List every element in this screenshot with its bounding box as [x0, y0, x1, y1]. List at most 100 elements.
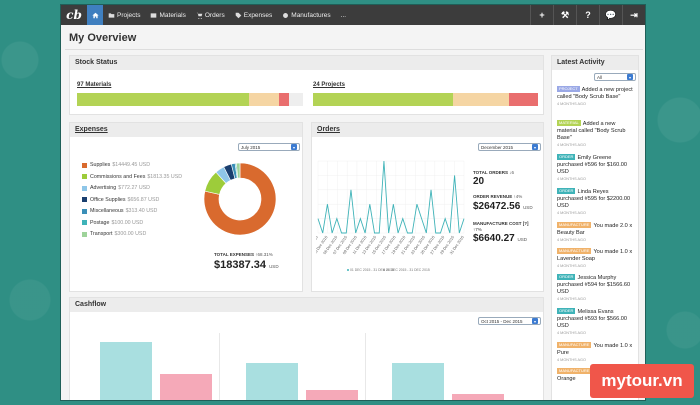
activity-time: 4 MONTHS AGO: [557, 102, 586, 106]
legend-item[interactable]: Office Supplies $656.87 USD: [82, 197, 159, 203]
legend-amount: $772.27 USD: [118, 185, 151, 191]
logo[interactable]: cb: [66, 8, 82, 22]
stock-segment: [452, 93, 509, 106]
legend-label: Commissions and Fees: [90, 173, 146, 180]
manufacture-cost-caption: MANUFACTURE COST [?]: [473, 221, 529, 226]
legend-item[interactable]: Supplies $14449.45 USD: [82, 162, 150, 168]
series-legend-marker: [347, 269, 349, 271]
projects-link[interactable]: 24 Projects: [313, 82, 346, 88]
activity-type-badge: MANUFACTURE: [557, 368, 592, 374]
materials-link[interactable]: 97 Materials: [77, 82, 112, 88]
activity-filter-select[interactable]: All ▾: [594, 73, 636, 81]
nav-more[interactable]: ...: [340, 11, 347, 19]
chevron-down-icon: ▾: [532, 144, 538, 150]
stock-status-panel: Stock Status 97 Materials 24 Projects: [69, 55, 544, 115]
activity-text: Added a new project called "Body Scrub B…: [557, 87, 633, 100]
legend-label: Miscellaneous: [90, 208, 124, 214]
activity-item[interactable]: MATERIAL Added a new material called "Bod…: [557, 120, 635, 148]
legend-item[interactable]: Postage $100.00 USD: [82, 220, 143, 226]
legend-swatch: [82, 185, 87, 191]
cashflow-period-select[interactable]: Oct 2015 - Dec 2015 ▾: [478, 317, 541, 325]
activity-time: 4 MONTHS AGO: [557, 143, 586, 147]
cashflow-income-bar[interactable]: [100, 341, 152, 400]
legend-label: Postage: [90, 219, 110, 226]
activity-type-badge: ORDER: [557, 274, 576, 280]
expenses-donut-chart: [203, 162, 277, 236]
total-expenses-change: ↑68.31%: [255, 252, 273, 257]
activity-time: 4 MONTHS AGO: [557, 238, 586, 242]
activity-item[interactable]: MANUFACTURE You made 1.0 x Pure 4 MONTHS A…: [557, 342, 635, 363]
activity-item[interactable]: ORDER Jessica Murphy purchased #594 for $…: [557, 274, 635, 302]
legend-item[interactable]: Miscellaneous $313.40 USD: [82, 208, 157, 214]
legend-item[interactable]: Commissions and Fees $1813.35 USD: [82, 174, 182, 180]
activity-type-badge: ORDER: [557, 188, 576, 194]
plus-icon[interactable]: +: [530, 5, 553, 25]
activity-text: Jessica Murphy purchased #594 for $1566.…: [557, 275, 631, 295]
page-title: My Overview: [69, 32, 137, 44]
tools-icon[interactable]: ⚒: [553, 5, 576, 25]
series-legend-label: 01 DEC 2015 - 31 DEC 2015: [350, 268, 394, 272]
manufacture-cost-label: MANUFACTURE COST [?]: [473, 221, 529, 226]
divider: [219, 333, 220, 400]
cashflow-expense-bar[interactable]: [306, 390, 358, 400]
logout-icon[interactable]: ⇥: [622, 5, 645, 25]
orders-series-line: [317, 160, 465, 234]
manufacture-cost-change: ↑7%: [473, 227, 482, 232]
activity-item[interactable]: ORDER Linda Reyes purchased #595 for $220…: [557, 188, 635, 216]
activity-item[interactable]: ORDER Melissa Evans purchased #593 for $5…: [557, 308, 635, 336]
activity-time: 4 MONTHS AGO: [557, 177, 586, 181]
legend-item[interactable]: Transport $300.00 USD: [82, 231, 146, 237]
cart-icon: [196, 12, 203, 19]
cashflow-expense-bar[interactable]: [452, 394, 504, 400]
activity-text: You made 1.0 x Lavender Soap: [557, 249, 633, 262]
order-revenue-label: ORDER REVENUE ↑4%: [473, 194, 522, 199]
projects-stock-bar[interactable]: [313, 93, 538, 106]
chat-icon[interactable]: 💬: [599, 5, 622, 25]
nav-materials[interactable]: Materials: [145, 5, 190, 25]
order-revenue-value: $26472.56 USD: [473, 201, 533, 212]
app-window: cb Projects Materials Orders Expenses Manufa…: [60, 4, 646, 401]
chevron-down-icon: ▾: [291, 144, 297, 150]
total-expenses-amount: $18387.34: [214, 259, 266, 271]
activity-text: You made 1.0 x Pure: [557, 343, 633, 356]
legend-swatch: [82, 197, 87, 202]
activity-text: Linda Reyes purchased #595 for $2200.00 …: [557, 189, 631, 209]
currency-unit: USD: [517, 237, 528, 242]
stock-segment: [248, 93, 280, 106]
expenses-link[interactable]: Expenses: [75, 126, 108, 133]
orders-period-value: December 2015: [481, 144, 514, 150]
cashflow-income-bar[interactable]: [392, 363, 444, 400]
cashflow-bar-chart: [70, 328, 545, 400]
cashflow-expense-bar[interactable]: [160, 374, 212, 400]
legend-item[interactable]: Advertising $772.27 USD: [82, 185, 150, 191]
manufacture-cost-value: $6640.27 USD: [473, 233, 527, 244]
cashflow-panel: Cashflow Oct 2015 - Dec 2015 ▾: [69, 297, 545, 400]
expenses-period-select[interactable]: July 2015 ▾: [238, 143, 300, 151]
nav-label: Materials: [159, 11, 186, 19]
home-button[interactable]: [87, 5, 103, 25]
activity-text: You made 2.0 x Beauty Bar: [557, 223, 633, 236]
tag-icon: [235, 12, 242, 18]
activity-item[interactable]: MANUFACTURE You made 2.0 x Beauty Bar 4 MO…: [557, 222, 635, 243]
watermark-logo: mytour.vn: [590, 364, 694, 398]
activity-item[interactable]: PROJECT Added a new project called "Body …: [557, 86, 635, 107]
activity-item[interactable]: MANUFACTURE You made 1.0 x Lavender Soap 4…: [557, 248, 635, 269]
help-icon[interactable]: ?: [576, 5, 599, 25]
nav-orders[interactable]: Orders: [191, 5, 230, 25]
materials-stock-bar[interactable]: [77, 93, 303, 106]
legend-swatch: [82, 174, 87, 179]
legend-label: Transport: [90, 231, 113, 237]
activity-item[interactable]: ORDER Emily Greene purchased #596 for $16…: [557, 154, 635, 182]
cashflow-period-value: Oct 2015 - Dec 2015: [481, 318, 523, 324]
cashflow-income-bar[interactable]: [246, 363, 298, 400]
nav-projects[interactable]: Projects: [103, 5, 145, 25]
nav-manufactures[interactable]: Manufactures: [277, 5, 335, 25]
legend-amount: $14449.45 USD: [112, 162, 151, 168]
nav-expenses[interactable]: Expenses: [230, 5, 278, 25]
expenses-panel: Expenses July 2015 ▾ TOTAL EXPENSES ↑68.3…: [69, 122, 303, 292]
orders-period-select[interactable]: December 2015 ▾: [478, 143, 541, 151]
total-expenses-caption: TOTAL EXPENSES: [214, 252, 255, 257]
currency-unit: USD: [523, 205, 533, 210]
orders-link[interactable]: Orders: [317, 126, 340, 133]
